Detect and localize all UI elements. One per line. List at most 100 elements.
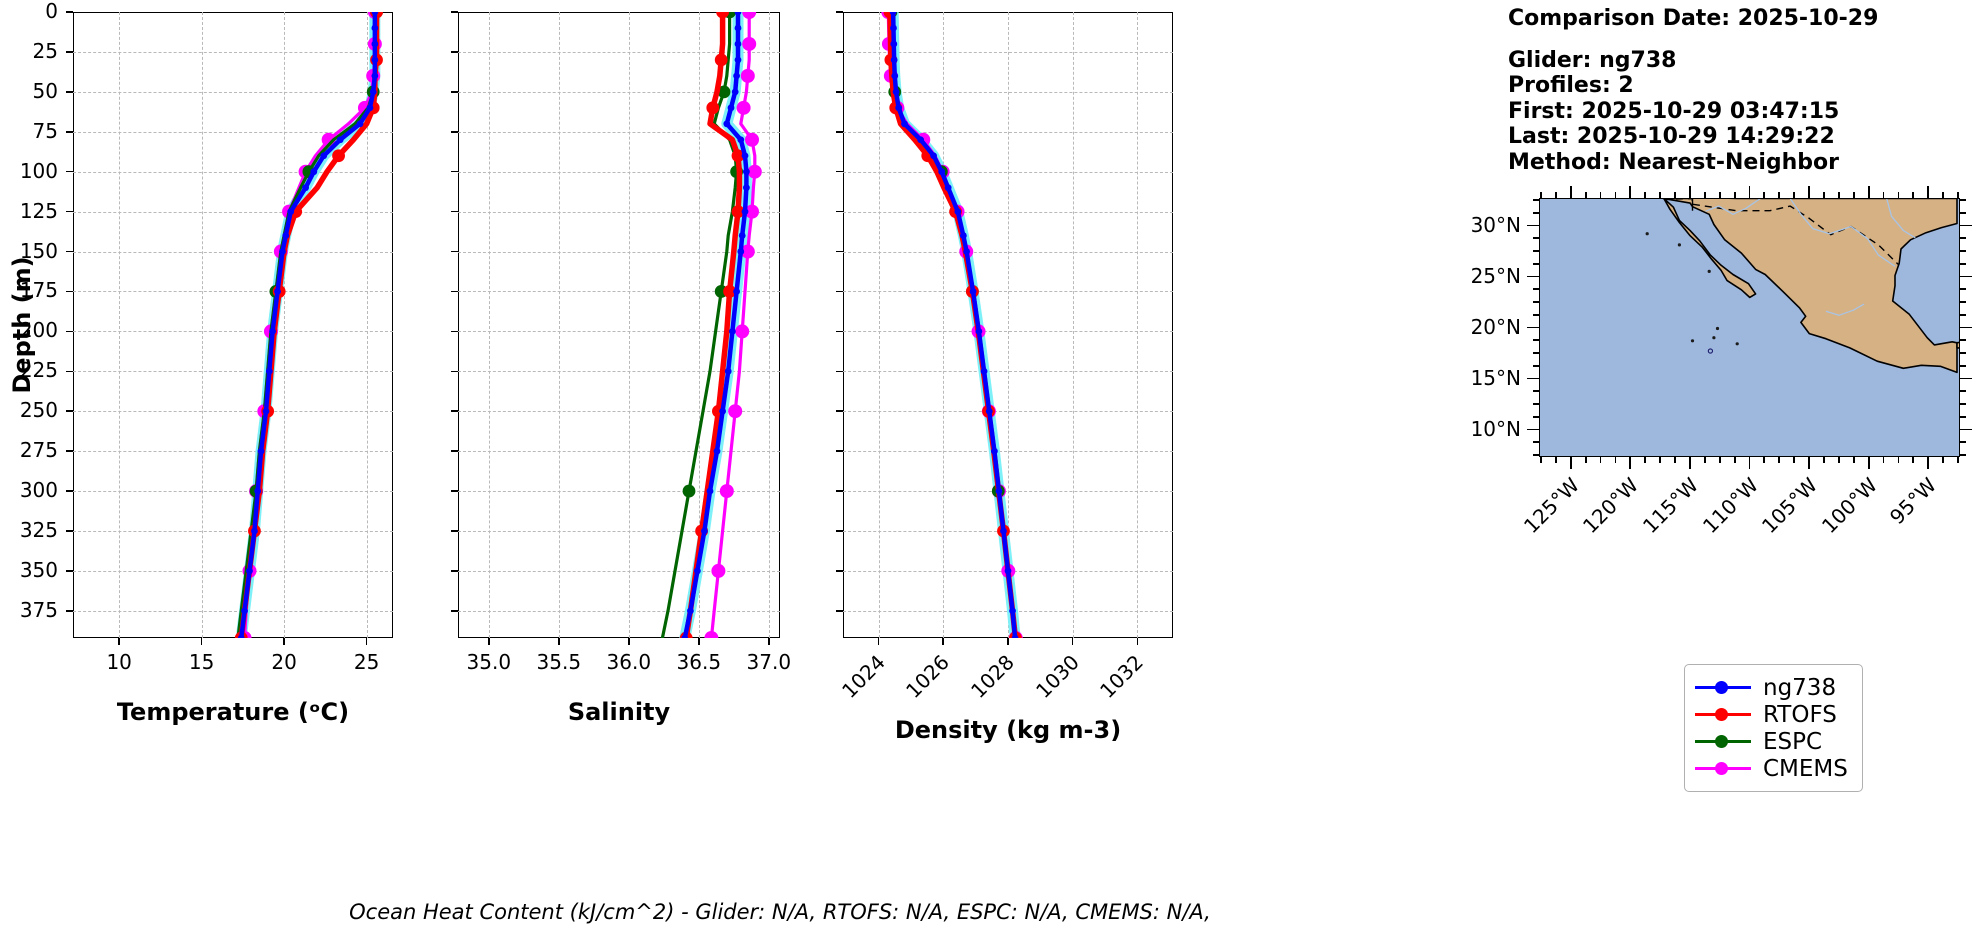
y-tick (66, 490, 73, 492)
y-tick-label: 0 (45, 0, 58, 23)
comparison-date-text: Comparison Date: 2025-10-29 (1508, 6, 1879, 31)
legend-item-rtofs[interactable]: RTOFS (1695, 701, 1848, 728)
map-x-tick (1689, 457, 1691, 469)
x-tick (365, 638, 368, 645)
map-x-tick (1674, 192, 1676, 198)
x-tick (1071, 638, 1074, 645)
y-tick (836, 51, 843, 53)
map-x-tick (1584, 192, 1587, 198)
map-x-tick (1793, 192, 1796, 198)
map-x-tick (1703, 457, 1706, 463)
map-x-tick (1867, 457, 1870, 469)
map-x-tick (1912, 192, 1915, 198)
map-x-tick (1569, 457, 1572, 469)
x-tick-label: 1028 (966, 650, 1019, 703)
gridline-vertical (943, 12, 945, 638)
legend-key-icon (1695, 733, 1751, 751)
map-island-marker (1707, 269, 1711, 273)
gridline-horizontal (458, 331, 780, 333)
map-y-tick (1960, 390, 1966, 393)
map-x-tick (1763, 457, 1766, 463)
x-tick (488, 638, 490, 645)
first-time-text: First: 2025-10-29 03:47:15 (1508, 98, 1840, 124)
map-x-tick (1837, 192, 1840, 198)
legend-label: ESPC (1763, 728, 1823, 755)
legend-dot-marker (1715, 762, 1728, 775)
x-tick (200, 638, 203, 645)
map-y-tick (1960, 301, 1966, 303)
y-tick (836, 170, 843, 173)
map-y-tick (1960, 313, 1966, 316)
map-y-tick (1533, 454, 1539, 456)
legend-item-ng738[interactable]: ng738 (1695, 674, 1848, 701)
map-y-tick (1533, 211, 1539, 214)
map-y-tick (1527, 377, 1539, 380)
map-y-tick (1960, 224, 1972, 227)
gridline-horizontal (458, 251, 780, 253)
map-y-tick (1960, 211, 1966, 214)
gridline-horizontal (458, 411, 780, 413)
map-x-tick (1763, 192, 1766, 198)
y-tick (451, 610, 458, 612)
series-legend[interactable]: ng738 RTOFS ESPC CMEMS (1684, 664, 1863, 792)
map-y-tick-label: 15°N (1470, 365, 1521, 390)
y-tick (451, 490, 458, 492)
legend-item-cmems[interactable]: CMEMS (1695, 755, 1848, 782)
mexico-mainland-shape (1662, 199, 1958, 374)
x-tick (628, 638, 630, 645)
y-tick (66, 250, 73, 253)
map-y-tick (1960, 352, 1966, 354)
map-y-tick (1533, 339, 1539, 342)
map-y-tick (1533, 301, 1539, 303)
x-tick-label: 1024 (836, 650, 890, 703)
map-x-tick (1659, 457, 1662, 463)
y-tick (451, 290, 458, 293)
y-tick-label: 100 (19, 158, 58, 183)
map-y-tick-label: 30°N (1470, 212, 1521, 237)
y-tick-label: 200 (19, 318, 58, 343)
yucatan-shape (1956, 341, 1959, 349)
map-x-tick (1942, 457, 1944, 463)
gridline-vertical (1008, 12, 1009, 638)
map-x-tick (1540, 192, 1542, 198)
y-tick-label: 175 (19, 278, 58, 303)
x-axis-title-temperature: Temperature (ᵒC) (116, 698, 350, 726)
map-x-tick (1808, 186, 1810, 198)
gridline-horizontal (73, 131, 393, 133)
y-tick (836, 570, 843, 572)
map-x-tick (1808, 457, 1810, 469)
map-x-tick (1733, 192, 1736, 198)
y-tick (451, 370, 458, 373)
y-tick (836, 370, 843, 373)
legend-key-icon (1695, 679, 1751, 697)
map-x-tick (1927, 186, 1930, 198)
map-x-tick (1540, 457, 1542, 463)
y-tick (836, 610, 843, 612)
gridline-horizontal (458, 570, 780, 572)
y-tick (836, 130, 843, 133)
gridline-vertical (558, 12, 560, 638)
gridline-horizontal (73, 570, 393, 572)
map-x-tick (1733, 457, 1736, 463)
x-tick-label: 1026 (901, 650, 955, 703)
gridline-vertical (878, 12, 880, 638)
map-x-tick (1718, 457, 1721, 463)
map-island-marker (1735, 342, 1739, 346)
gridline-horizontal (458, 51, 780, 53)
map-x-tick (1897, 192, 1900, 198)
map-y-tick (1960, 415, 1966, 418)
map-x-tick (1837, 457, 1840, 463)
glider-position-marker (1707, 348, 1714, 354)
map-island-marker (1677, 243, 1681, 247)
map-x-tick (1689, 186, 1691, 198)
map-y-tick (1533, 250, 1539, 252)
y-tick-label: 75 (32, 118, 58, 143)
x-tick-label: 20 (271, 650, 297, 674)
map-y-tick (1960, 326, 1972, 329)
y-tick (836, 410, 843, 413)
y-tick (66, 11, 73, 13)
gridline-horizontal (73, 411, 393, 413)
legend-item-espc[interactable]: ESPC (1695, 728, 1848, 755)
map-x-tick (1644, 457, 1647, 463)
